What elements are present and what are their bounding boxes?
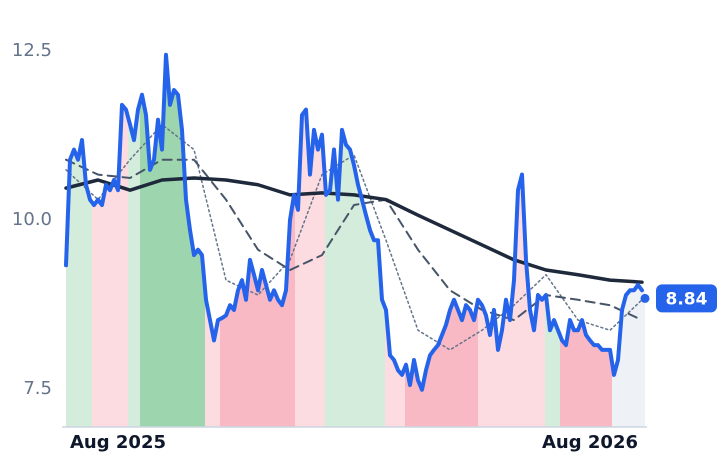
series-line — [64, 176, 644, 284]
band — [612, 284, 645, 427]
y-tick-label: 7.5 — [23, 378, 52, 399]
bands — [66, 54, 645, 427]
last-value-badge — [656, 284, 717, 313]
band — [66, 140, 92, 427]
band — [478, 174, 545, 427]
x-tick-label: Aug 2026 — [542, 432, 638, 453]
band — [220, 194, 295, 427]
band — [325, 129, 385, 427]
band — [405, 299, 478, 427]
x-tick-label: Aug 2025 — [70, 432, 166, 453]
last-value-label: 8.84 — [666, 289, 708, 309]
y-tick-label: 10.0 — [12, 209, 52, 230]
lines — [64, 52, 650, 392]
y-tick-label: 12.5 — [12, 40, 52, 61]
series-line — [64, 52, 644, 392]
last-value-dot — [640, 293, 650, 303]
band — [128, 102, 140, 427]
band — [295, 109, 325, 427]
labels: 7.5 10.0 12.5 Aug 2025 Aug 2026 8.84 — [12, 40, 717, 453]
